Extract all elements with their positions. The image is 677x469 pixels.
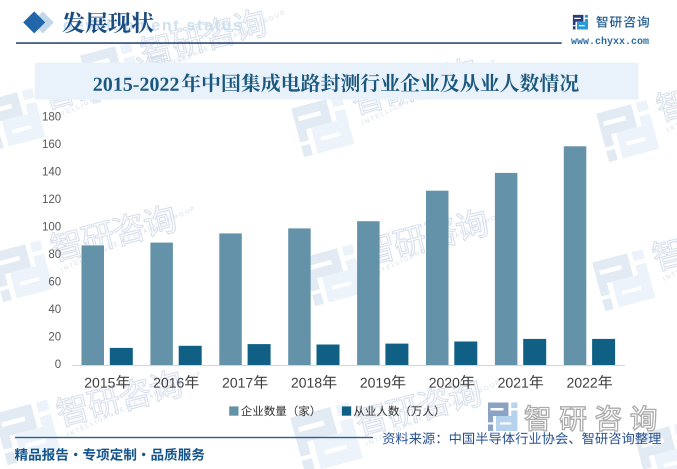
svg-text:40: 40 bbox=[48, 304, 61, 316]
svg-text:www.chyxx.com: www.chyxx.com bbox=[571, 36, 649, 48]
svg-text:0: 0 bbox=[55, 359, 61, 371]
svg-text:160: 160 bbox=[42, 139, 61, 151]
svg-text:140: 140 bbox=[42, 167, 61, 179]
svg-text:60: 60 bbox=[48, 277, 61, 289]
svg-text:20: 20 bbox=[48, 332, 61, 344]
svg-text:development status: development status bbox=[63, 18, 244, 35]
svg-text:180: 180 bbox=[42, 112, 61, 124]
svg-text:100: 100 bbox=[42, 222, 61, 234]
svg-text:120: 120 bbox=[42, 194, 61, 206]
svg-text:80: 80 bbox=[48, 249, 61, 261]
